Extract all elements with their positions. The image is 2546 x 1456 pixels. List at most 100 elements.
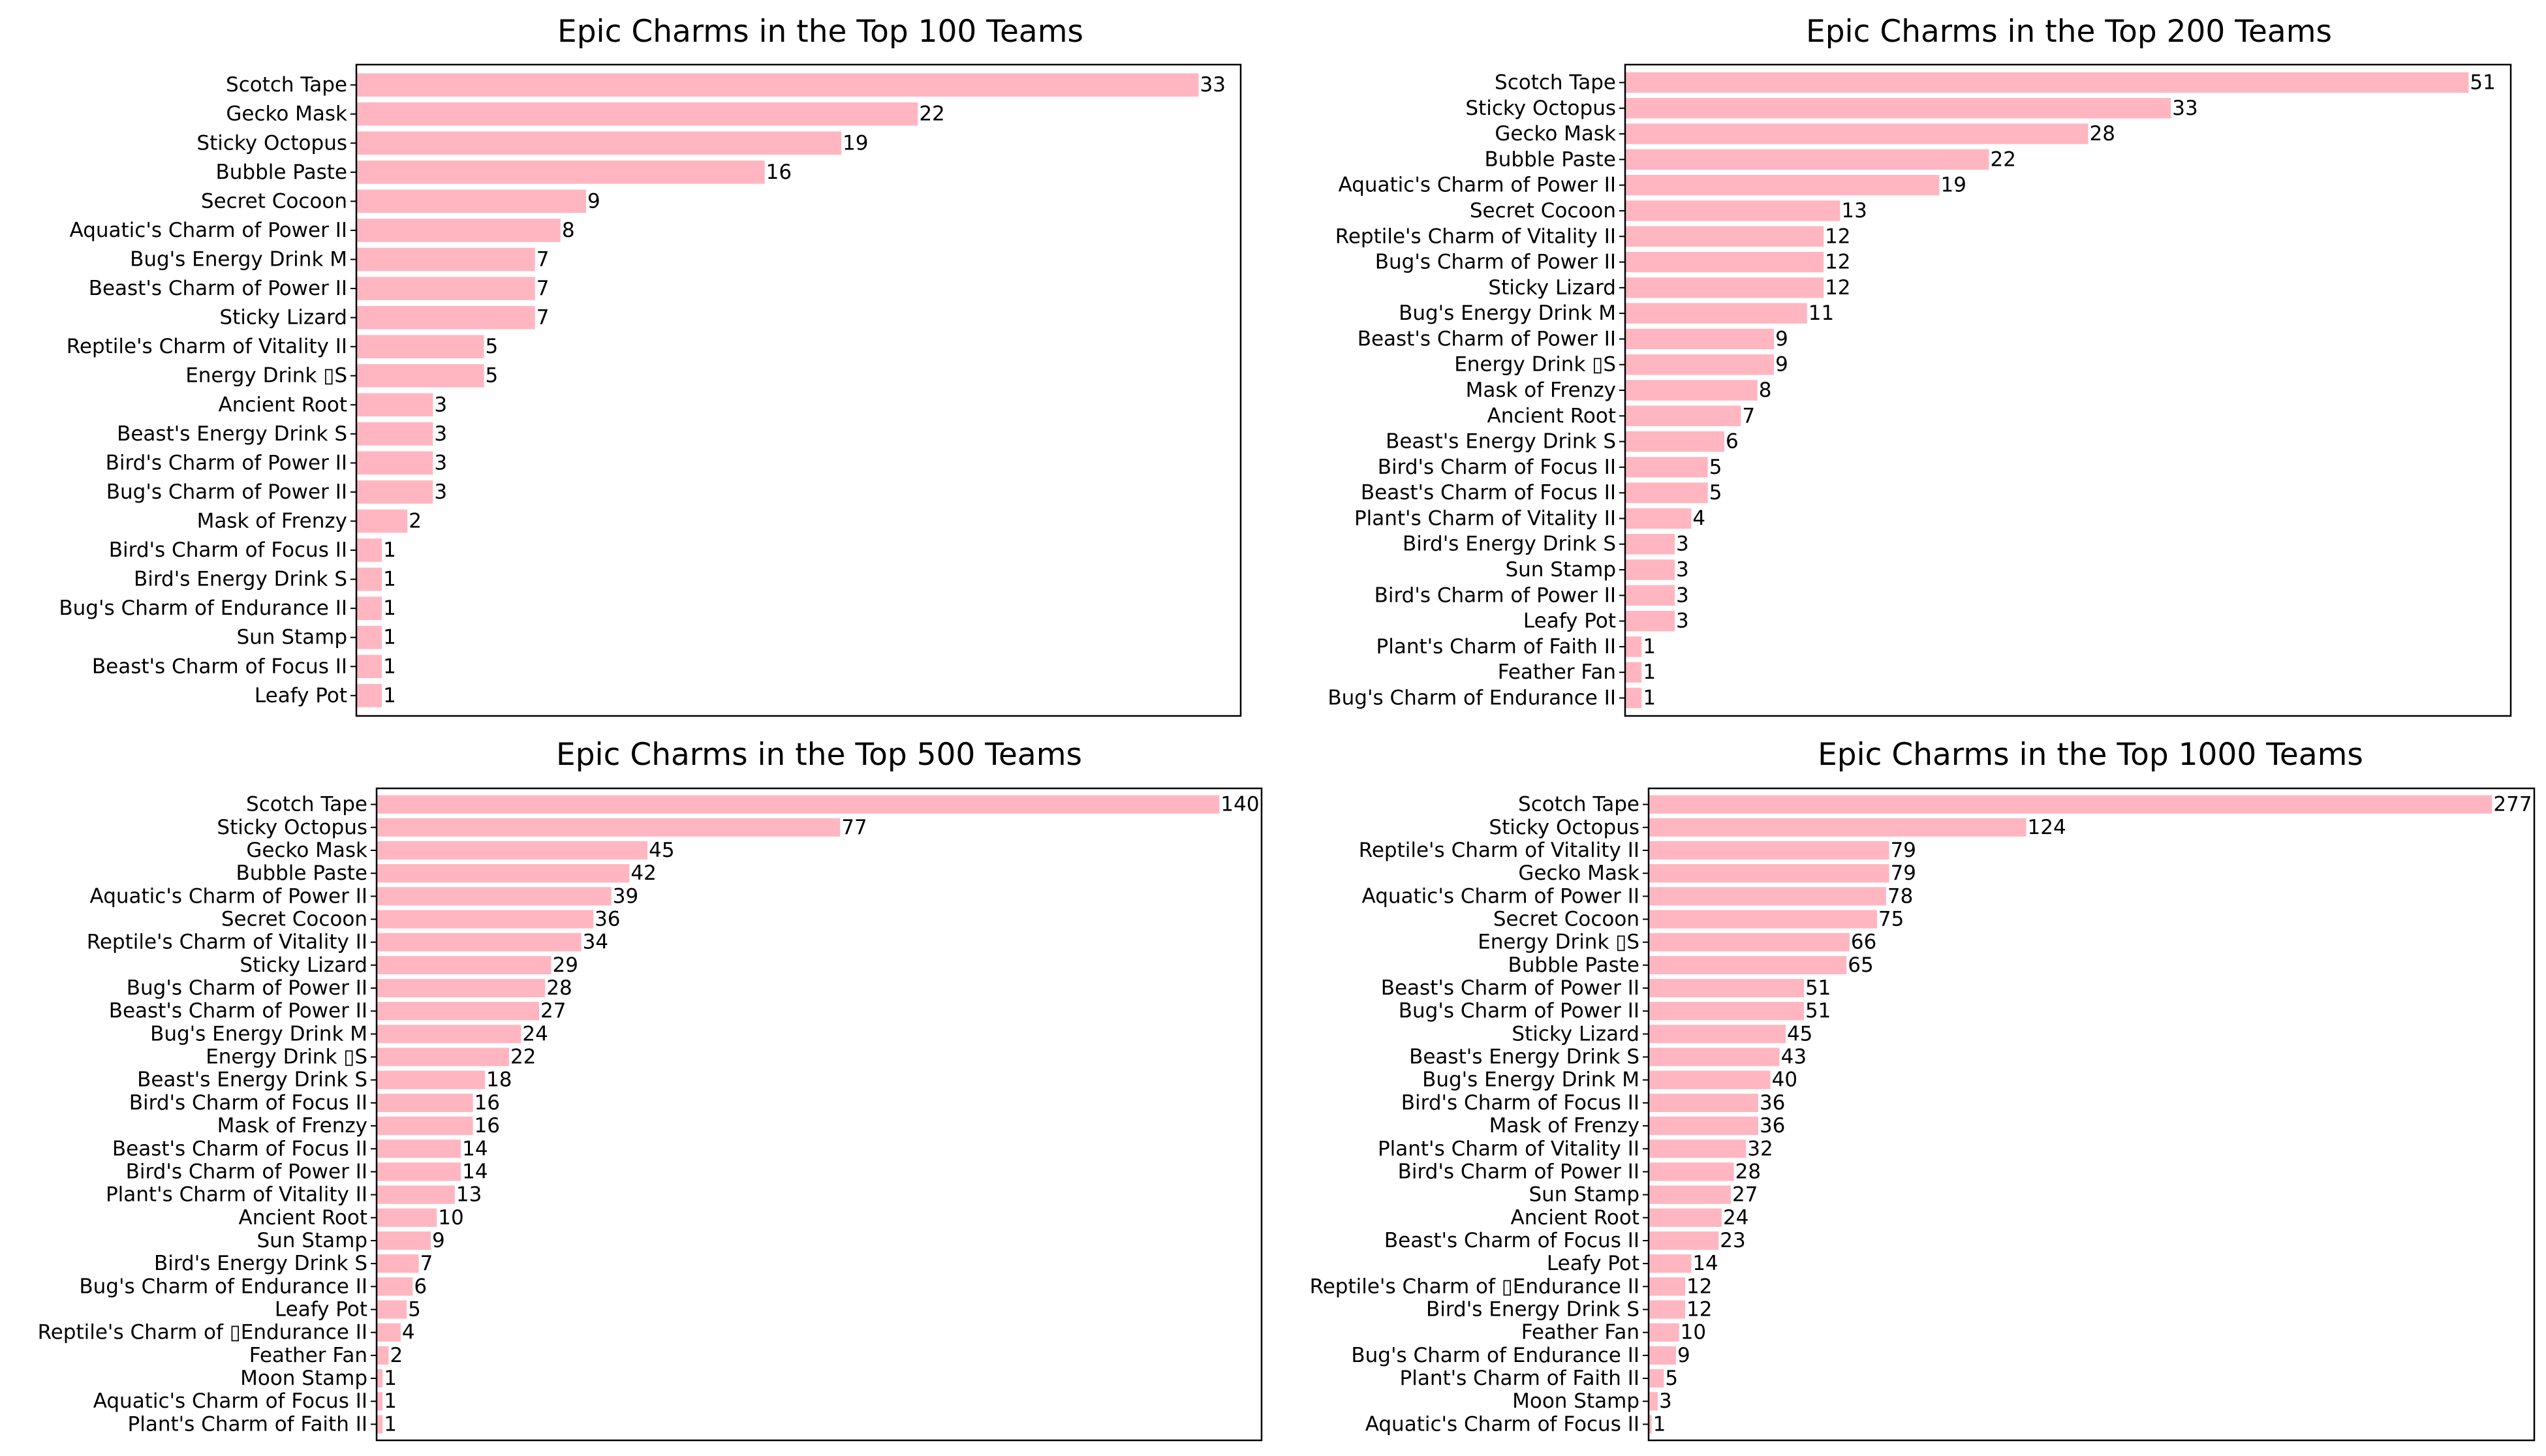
data-label: 28	[1735, 1160, 1761, 1183]
y-tick-label: Sticky Lizard	[219, 306, 347, 330]
y-tick-label: Bug's Energy Drink M	[150, 1022, 367, 1046]
bar	[1649, 1323, 1679, 1342]
y-tick-label: Beast's Charm of Power II	[1381, 976, 1639, 1000]
y-tick-label: Plant's Charm of Faith II	[1376, 635, 1616, 658]
data-label: 79	[1891, 861, 1916, 885]
plot-frame	[375, 787, 1263, 1442]
chart-title: Epic Charms in the Top 1000 Teams	[1818, 737, 2363, 773]
y-tick-label: Bird's Energy Drink S	[1403, 533, 1616, 556]
bar	[356, 393, 433, 417]
data-label: 36	[1760, 1091, 1785, 1115]
y-tick-label: Aquatic's Charm of Power II	[1362, 884, 1639, 908]
bar	[1649, 818, 2026, 837]
data-label: 3	[1659, 1389, 1672, 1413]
data-label: 77	[841, 816, 867, 839]
data-label: 14	[1692, 1252, 1718, 1275]
chart-top-1000: Epic Charms in the Top 1000 Teams Scotch…	[1310, 737, 2536, 1442]
bar	[377, 1093, 473, 1112]
y-tick-label: Bird's Charm of Power II	[1398, 1160, 1639, 1183]
y-tick-label: Sun Stamp	[256, 1229, 367, 1252]
y-tick-label: Energy Drink ▯S	[185, 364, 347, 388]
data-label: 140	[1220, 793, 1259, 816]
data-label: 9	[587, 189, 600, 213]
bar	[1649, 955, 1847, 974]
data-label: 1	[1643, 635, 1656, 658]
bar	[356, 277, 535, 300]
data-label: 3	[1676, 533, 1689, 556]
y-tick-label: Beast's Charm of Focus II	[92, 655, 347, 678]
y-tick-label: Plant's Charm of Vitality II	[106, 1183, 367, 1207]
y-tick-label: Reptile's Charm of Vitality II	[87, 931, 367, 954]
data-label: 11	[1809, 302, 1834, 325]
data-label: 13	[456, 1183, 482, 1207]
y-tick-label: Reptile's Charm of Vitality II	[1335, 225, 1616, 248]
bar	[377, 1254, 419, 1273]
y-tick-label: Ancient Root	[219, 393, 347, 416]
y-tick-label: Bird's Charm of Focus II	[1401, 1091, 1639, 1115]
data-label: 28	[2090, 122, 2115, 146]
y-tick-label: Reptile's Charm of Vitality II	[67, 335, 347, 358]
bar	[377, 1025, 521, 1044]
data-label: 7	[536, 277, 550, 300]
y-tick-label: Moon Stamp	[240, 1367, 367, 1390]
y-tick-label: Beast's Charm of Power II	[1358, 327, 1616, 350]
data-label: 24	[1723, 1206, 1748, 1230]
data-label: 33	[2172, 97, 2197, 120]
bar	[356, 509, 408, 533]
data-label: 1	[383, 596, 396, 620]
y-tick-label: Reptile's Charm of Vitality II	[1359, 839, 1639, 862]
bar	[1625, 662, 1642, 683]
bar	[377, 1002, 540, 1021]
data-label: 2	[409, 509, 422, 533]
bar	[1625, 149, 1989, 170]
bar	[1649, 1047, 1780, 1066]
chart-top-500: Epic Charms in the Top 500 Teams Scotch …	[38, 737, 1263, 1442]
bar	[377, 1415, 383, 1434]
data-label: 12	[1825, 251, 1850, 274]
y-tick-label: Bug's Charm of Power II	[1375, 251, 1616, 274]
bar	[1625, 610, 1675, 632]
data-label: 3	[1676, 558, 1689, 581]
data-label: 124	[2028, 816, 2066, 839]
bar	[1649, 1392, 1658, 1411]
data-label: 5	[486, 364, 499, 388]
data-label: 65	[1848, 953, 1873, 977]
y-tick-label: Scotch Tape	[246, 793, 367, 816]
y-tick-label: Feather Fan	[1498, 660, 1616, 684]
bar	[377, 1185, 455, 1204]
bar	[1625, 123, 2088, 144]
bar	[1649, 1162, 1734, 1181]
plot-frame	[1647, 787, 2536, 1442]
y-tick-label: Sticky Lizard	[1512, 1022, 1639, 1046]
bar	[377, 841, 648, 860]
y-tick-label: Plant's Charm of Vitality II	[1378, 1137, 1639, 1160]
data-label: 5	[408, 1297, 421, 1321]
bar	[1649, 887, 1886, 906]
y-tick-label: Sticky Octopus	[196, 131, 347, 155]
data-label: 23	[1720, 1229, 1745, 1252]
y-tick-label: Scotch Tape	[1495, 71, 1616, 95]
bar	[1649, 1231, 1719, 1250]
data-label: 12	[1686, 1297, 1712, 1321]
y-tick-label: Gecko Mask	[1495, 122, 1616, 146]
y-tick-label: Gecko Mask	[246, 839, 367, 862]
y-tick-label: Sticky Octopus	[217, 816, 367, 839]
data-label: 6	[414, 1275, 427, 1298]
y-tick-label: Bug's Energy Drink M	[1399, 302, 1616, 325]
bar	[356, 655, 382, 679]
data-label: 12	[1825, 276, 1850, 300]
data-label: 6	[1726, 430, 1739, 454]
y-tick-label: Mask of Frenzy	[197, 509, 347, 533]
bar	[1649, 795, 2492, 814]
bar	[356, 247, 535, 271]
y-tick-label: Aquatic's Charm of Power II	[70, 219, 347, 242]
bar	[1625, 328, 1775, 350]
data-label: 36	[595, 908, 620, 931]
data-label: 9	[1775, 353, 1788, 377]
data-label: 2	[390, 1344, 403, 1367]
chart-title: Epic Charms in the Top 200 Teams	[1806, 14, 2332, 50]
bar	[1649, 1070, 1771, 1089]
data-label: 7	[420, 1252, 433, 1275]
